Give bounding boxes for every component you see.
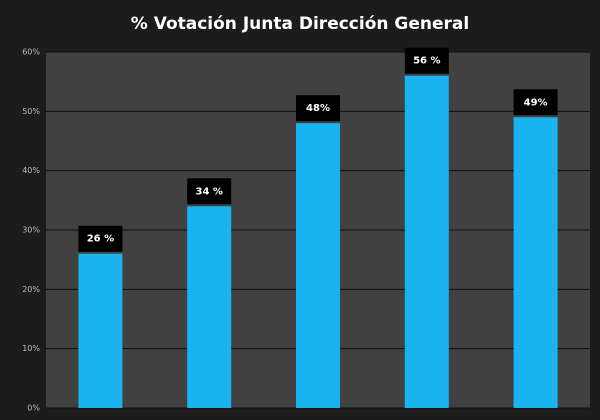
chart-title: % Votación Junta Dirección General — [131, 14, 469, 34]
value-label: 48% — [306, 103, 330, 114]
y-tick-label: 10% — [22, 344, 40, 353]
y-tick-label: 40% — [22, 166, 40, 175]
value-label-box — [78, 225, 123, 252]
bar — [78, 253, 123, 408]
value-label-box — [404, 47, 449, 74]
y-tick-label: 30% — [22, 226, 40, 235]
value-label: 56 % — [413, 56, 440, 67]
y-tick-label: 20% — [22, 285, 40, 294]
value-label-box — [513, 89, 558, 116]
value-label: 26 % — [87, 234, 114, 245]
bar — [187, 206, 232, 408]
value-label: 34 % — [195, 186, 222, 197]
bar — [296, 123, 340, 408]
value-label: 49% — [524, 97, 548, 108]
value-label-box — [296, 95, 340, 122]
bar — [404, 75, 449, 408]
value-label-box — [187, 178, 232, 205]
bar — [513, 117, 558, 409]
y-tick-label: 60% — [22, 48, 40, 57]
y-tick-label: 50% — [22, 107, 40, 116]
y-tick-label: 0% — [27, 404, 40, 413]
